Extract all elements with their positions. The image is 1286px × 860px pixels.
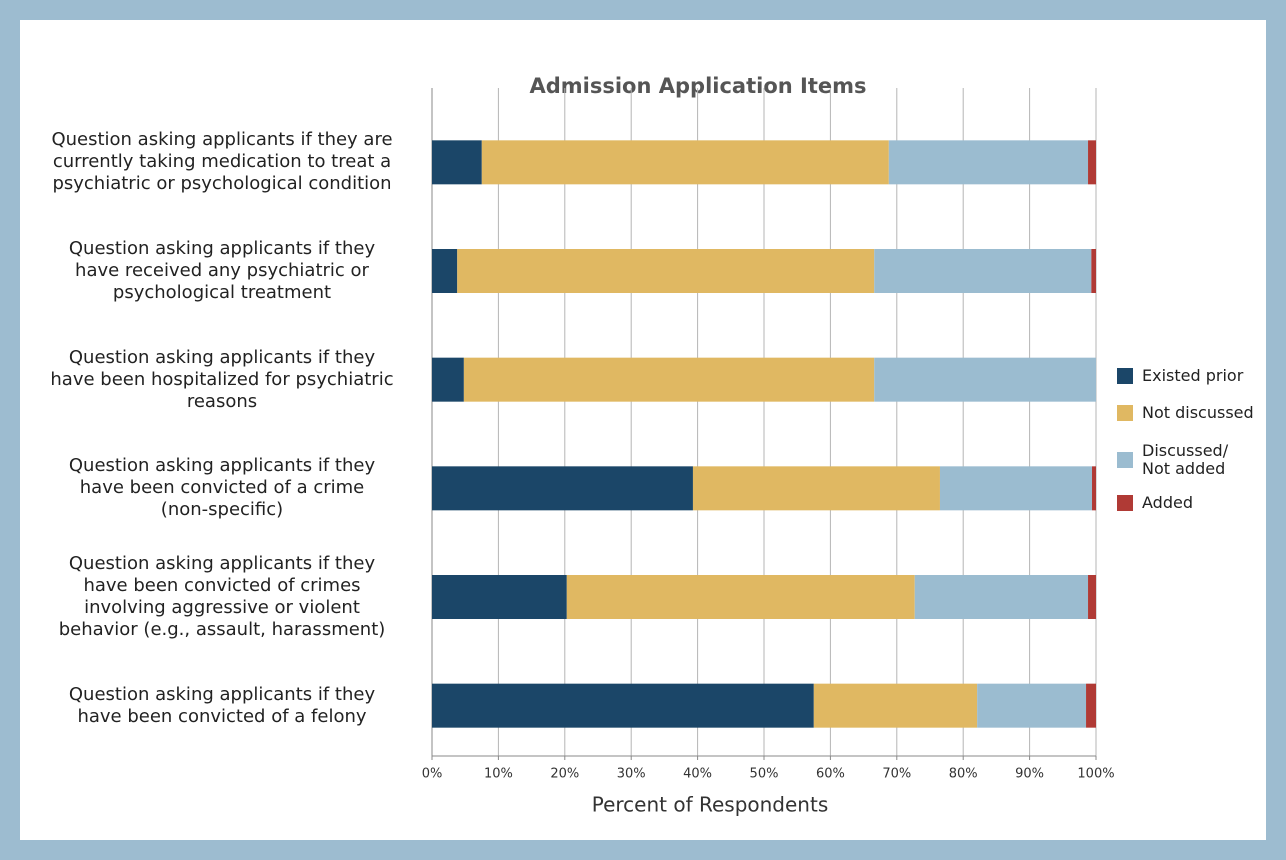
category-label: Question asking applicants if they have … — [68, 683, 376, 727]
legend-label: Not discussed — [1142, 403, 1254, 422]
bar-segment — [692, 466, 940, 511]
bar-segment — [1088, 575, 1096, 619]
bar-segment — [874, 357, 1096, 402]
bar-segment — [914, 575, 1089, 619]
bar-segment — [432, 249, 458, 293]
category-label: Question asking applicants if they are c… — [51, 129, 393, 195]
x-axis-title: Percent of Respondents — [592, 793, 829, 817]
x-tick-label: 90% — [1015, 767, 1044, 782]
x-tick-label: 40% — [683, 767, 712, 782]
bar-segment — [813, 683, 978, 728]
legend-label: Discussed/ Not added — [1142, 441, 1229, 478]
bar-segment — [463, 357, 875, 402]
category-label: Question asking applicants if they have … — [50, 346, 394, 412]
bar-segment — [977, 683, 1087, 728]
bar-segment — [566, 575, 915, 619]
x-tick-label: 50% — [750, 767, 779, 782]
x-tick-label: 0% — [422, 767, 443, 782]
x-tick-label: 10% — [484, 767, 513, 782]
bar-segment — [1088, 140, 1096, 185]
bar-segment — [432, 683, 814, 728]
legend-label: Existed prior — [1142, 366, 1244, 385]
legend-swatch — [1117, 495, 1133, 511]
category-label: Question asking applicants if they have … — [68, 238, 376, 303]
bar-segment — [481, 140, 889, 185]
x-tick-label: 30% — [617, 767, 646, 782]
legend-label: Added — [1142, 493, 1193, 512]
bar-segment — [432, 357, 464, 402]
bar-segment — [939, 466, 1093, 511]
bar-segment — [1086, 683, 1096, 728]
bar-segment — [874, 249, 1092, 293]
bar-segment — [457, 249, 875, 293]
bar-segment — [888, 140, 1089, 185]
x-tick-label: 60% — [816, 767, 845, 782]
x-tick-label: 70% — [882, 767, 911, 782]
x-tick-label: 100% — [1077, 767, 1114, 782]
x-tick-label: 80% — [949, 767, 978, 782]
bar-segment — [432, 466, 693, 511]
category-label: Question asking applicants if they have … — [68, 455, 376, 521]
bar-segment — [432, 140, 482, 185]
category-label: Question asking applicants if they have … — [58, 553, 386, 640]
bar-segment — [1091, 249, 1096, 293]
x-tick-label: 20% — [550, 767, 579, 782]
bar-segment — [432, 575, 567, 619]
bar-segment — [1092, 466, 1096, 511]
legend-swatch — [1117, 452, 1133, 468]
legend-swatch — [1117, 368, 1133, 384]
legend-swatch — [1117, 405, 1133, 421]
